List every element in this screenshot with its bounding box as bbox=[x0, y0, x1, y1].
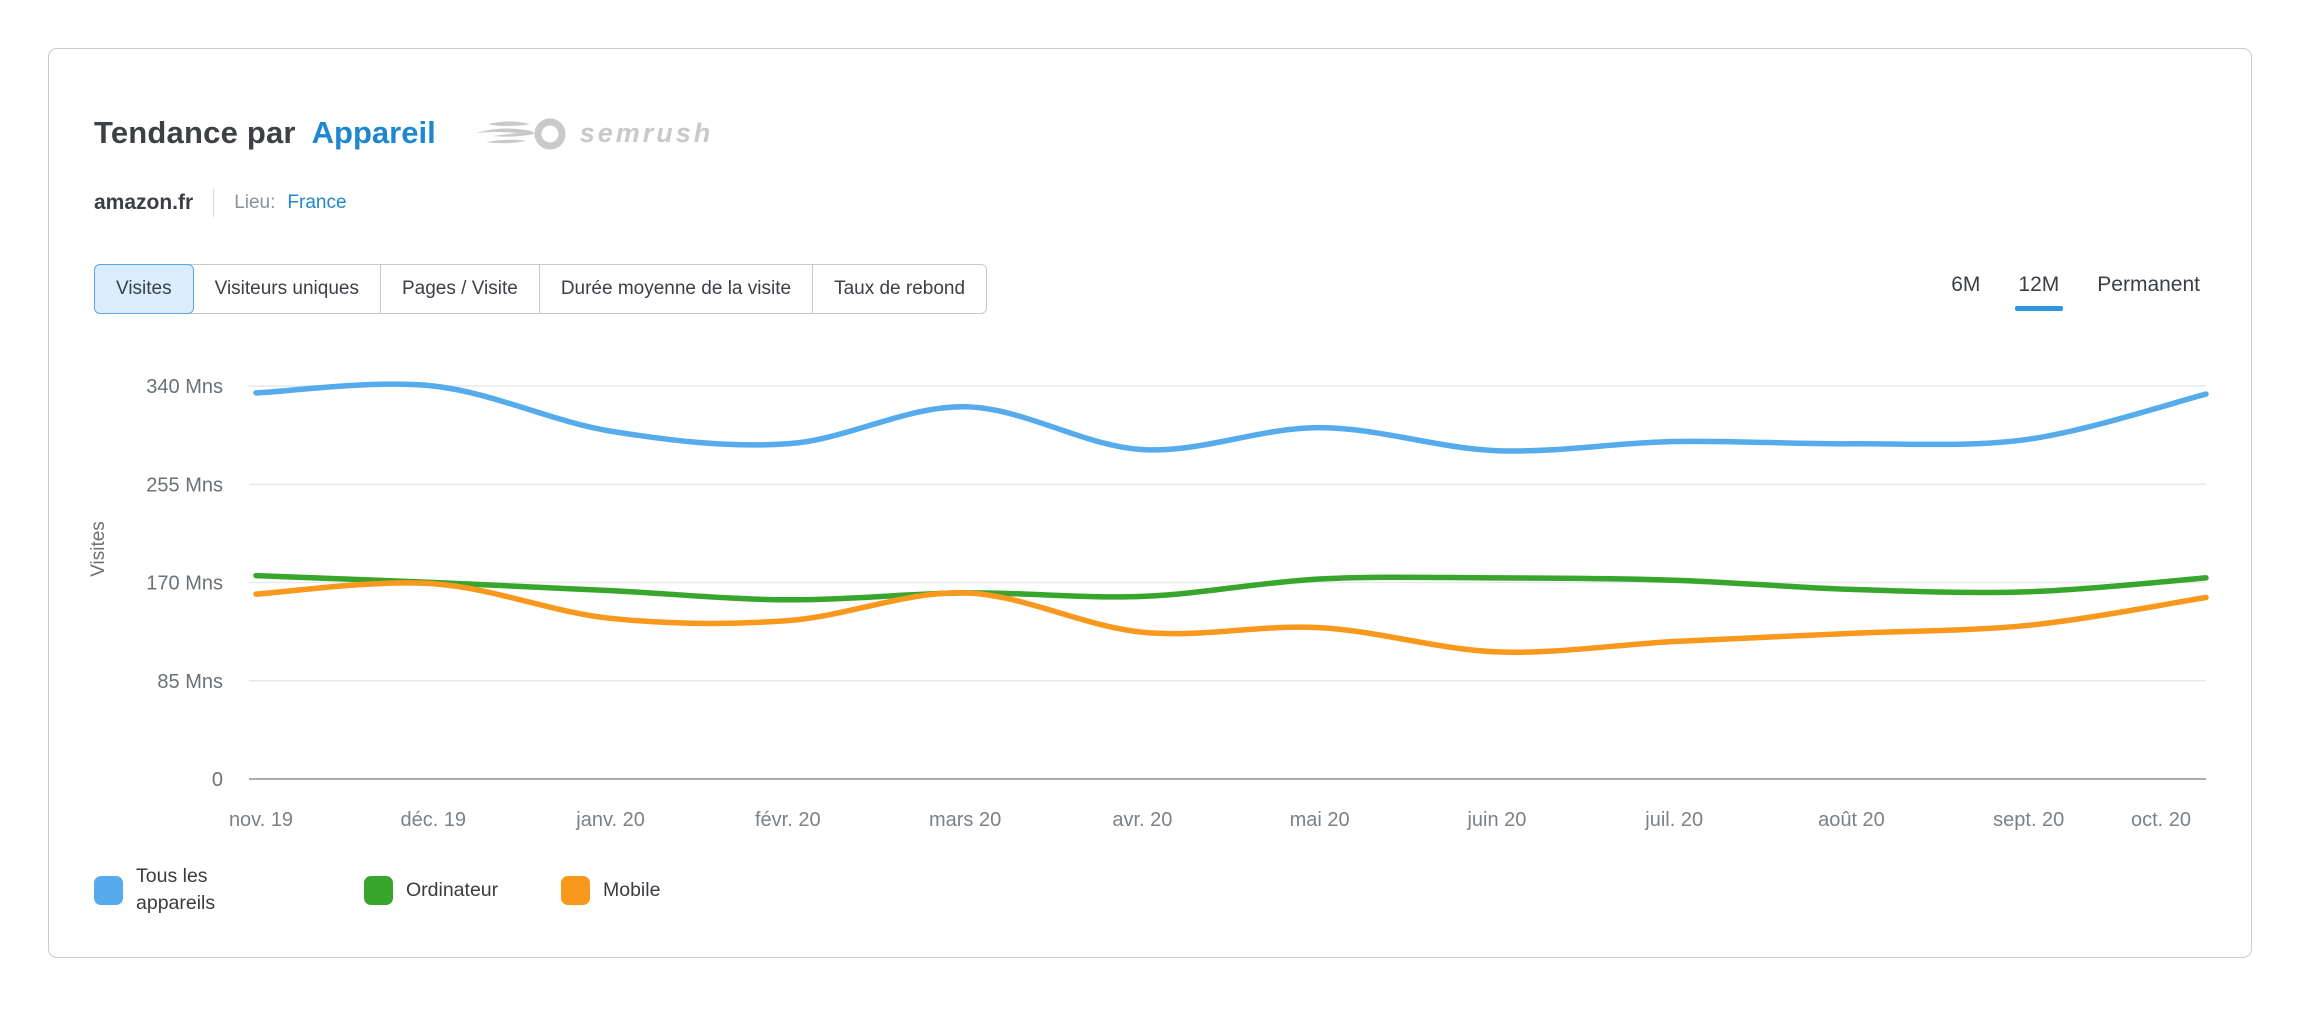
period-permanent-label: Permanent bbox=[2097, 273, 2200, 296]
tab-duree-moyenne[interactable]: Durée moyenne de la visite bbox=[540, 265, 814, 313]
metric-tab-group: Visites Visiteurs uniques Pages / Visite… bbox=[94, 264, 988, 314]
domain-row: amazon.fr Lieu: France bbox=[94, 189, 347, 217]
legend-item-all-devices[interactable]: Tous les appareils bbox=[94, 863, 254, 917]
tab-pages-visite[interactable]: Pages / Visite bbox=[381, 265, 540, 313]
period-12m-label: 12M bbox=[2018, 273, 2060, 296]
page-title: Tendance par bbox=[94, 115, 296, 150]
legend-swatch-all-devices bbox=[94, 875, 123, 905]
divider bbox=[213, 189, 215, 217]
location-link[interactable]: France bbox=[287, 192, 347, 213]
legend-swatch-ordinateur bbox=[364, 876, 393, 905]
legend-item-ordinateur[interactable]: Ordinateur bbox=[364, 876, 498, 905]
y-axis-tick-label: 170 Mns bbox=[146, 573, 223, 595]
page-title-highlight: Appareil bbox=[311, 115, 436, 150]
y-axis-tick-label: 255 Mns bbox=[146, 474, 223, 496]
x-axis-tick-label: mars 20 bbox=[929, 809, 1001, 831]
legend-label: Mobile bbox=[603, 879, 661, 901]
y-axis-tick-label: 0 bbox=[212, 769, 223, 791]
x-axis-tick-label: juin 20 bbox=[1466, 809, 1526, 831]
legend-label: Tous les appareils bbox=[136, 865, 216, 914]
semrush-wordmark: semrush bbox=[579, 117, 714, 148]
legend-label: Ordinateur bbox=[406, 879, 499, 901]
trend-by-device-card: Tendance par Appareil semrush amazon.fr … bbox=[48, 48, 2252, 958]
y-axis-tick-label: 340 Mns bbox=[146, 376, 223, 398]
semrush-logo: semrush bbox=[474, 111, 714, 155]
trend-chart: 340 Mns 255 Mns 170 Mns 85 Mns 0 Visites nov. … bbox=[49, 339, 2253, 839]
period-permanent[interactable]: Permanent bbox=[2095, 267, 2202, 311]
x-axis-tick-label: oct. 20 bbox=[2131, 809, 2191, 831]
x-axis-tick-label: sept. 20 bbox=[1993, 809, 2064, 831]
period-12m[interactable]: 12M bbox=[2014, 267, 2063, 311]
card-header: Tendance par Appareil semrush bbox=[94, 111, 713, 155]
legend-item-mobile[interactable]: Mobile bbox=[561, 876, 660, 905]
x-axis-tick-label: déc. 19 bbox=[400, 809, 466, 831]
y-axis-tick-label: 85 Mns bbox=[157, 671, 223, 693]
series-line-0 bbox=[253, 381, 2209, 454]
tab-visites[interactable]: Visites bbox=[94, 264, 194, 314]
series-line-2 bbox=[253, 580, 2209, 655]
period-selector: 6M 12M Permanent bbox=[1949, 267, 2202, 311]
x-axis-tick-label: août 20 bbox=[1818, 809, 1885, 831]
series-line-1 bbox=[253, 572, 2209, 603]
x-axis-tick-label: avr. 20 bbox=[1112, 809, 1172, 831]
legend-swatch-mobile bbox=[561, 876, 590, 905]
x-axis-tick-label: nov. 19 bbox=[229, 809, 293, 831]
active-underline bbox=[2014, 306, 2063, 311]
controls-row: Visites Visiteurs uniques Pages / Visite… bbox=[94, 263, 2202, 315]
domain-name: amazon.fr bbox=[94, 191, 194, 214]
x-axis-tick-label: juil. 20 bbox=[1644, 809, 1703, 831]
x-axis-tick-label: mai 20 bbox=[1290, 809, 1350, 831]
x-axis-tick-label: janv. 20 bbox=[575, 809, 645, 831]
location-label: Lieu: bbox=[234, 192, 276, 213]
x-axis-tick-label: févr. 20 bbox=[755, 809, 821, 831]
tab-taux-rebond[interactable]: Taux de rebond bbox=[813, 265, 986, 313]
period-6m-label: 6M bbox=[1951, 273, 1981, 296]
y-axis-title: Visites bbox=[88, 521, 109, 577]
tab-visiteurs-uniques[interactable]: Visiteurs uniques bbox=[194, 265, 381, 313]
trend-chart-svg: 340 Mns 255 Mns 170 Mns 85 Mns 0 Visites nov. … bbox=[88, 376, 2209, 831]
semrush-flame-icon bbox=[475, 118, 566, 150]
period-6m[interactable]: 6M bbox=[1949, 267, 1982, 311]
